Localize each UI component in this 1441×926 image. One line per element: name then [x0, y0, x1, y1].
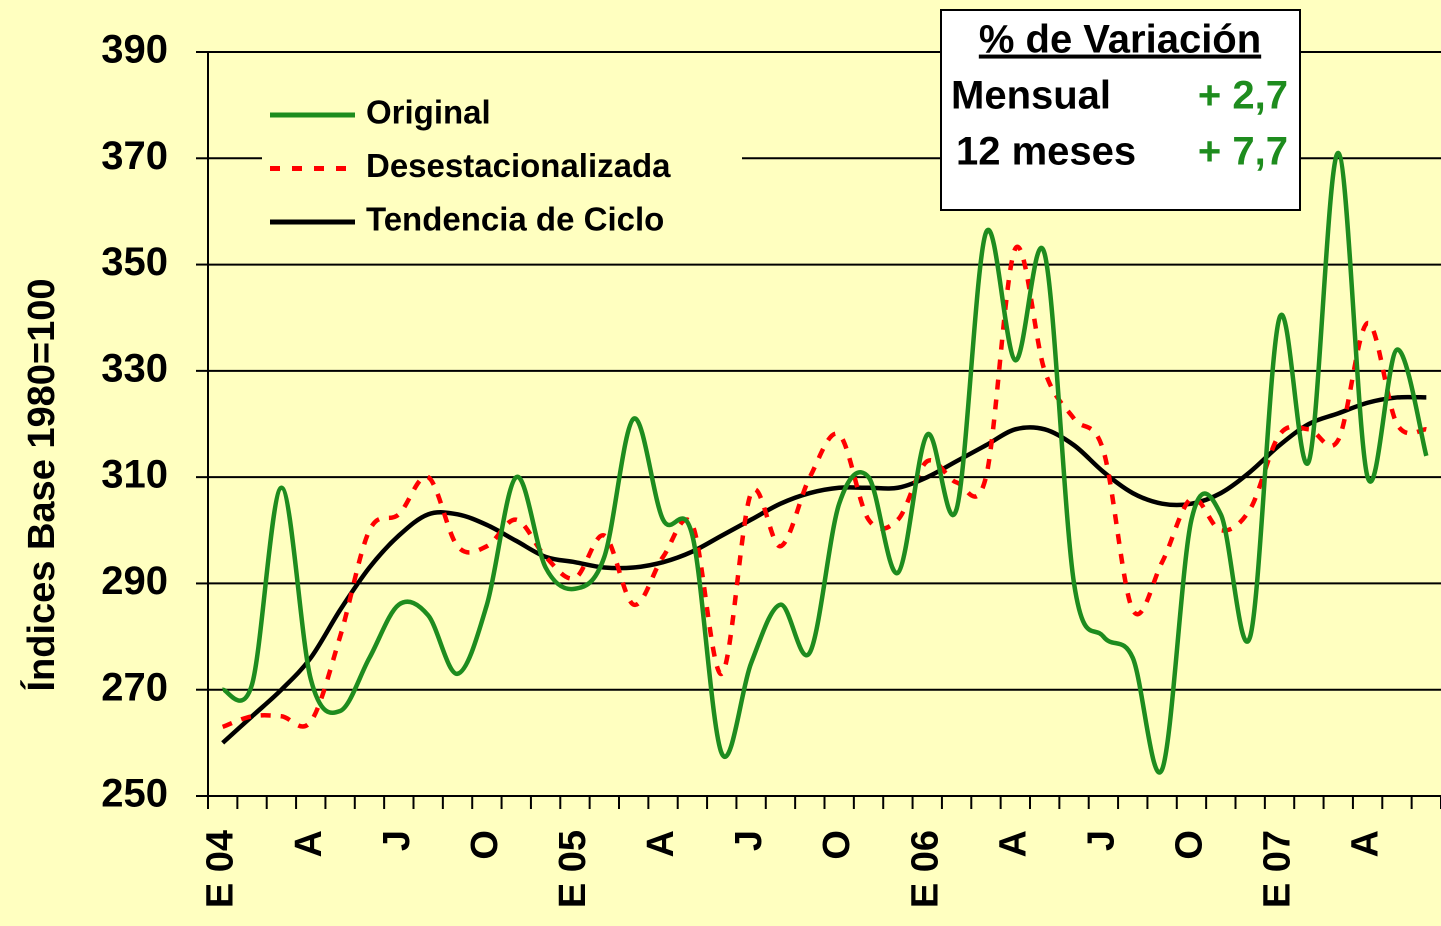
variation-title: % de Variación	[979, 18, 1261, 62]
legend-label: Original	[366, 94, 491, 131]
x-tick-label: A	[640, 830, 682, 857]
variation-box	[940, 9, 1301, 211]
y-tick-label: 370	[101, 134, 168, 178]
x-tick-label: J	[376, 830, 418, 851]
x-tick-label: A	[288, 830, 330, 857]
y-axis-label: Índices Base 1980=100	[19, 278, 63, 691]
variation-value: + 7,7	[1198, 130, 1288, 174]
y-tick-label: 250	[101, 772, 168, 816]
variation-value: + 2,7	[1198, 74, 1288, 118]
variation-label: Mensual	[951, 74, 1111, 118]
y-tick-label: 310	[101, 453, 168, 497]
y-tick-label: 290	[101, 559, 168, 603]
series-line	[221, 150, 1429, 775]
x-tick-label: A	[992, 830, 1034, 857]
x-tick-label: E 05	[552, 830, 594, 908]
x-tick-label: O	[816, 830, 858, 860]
x-tick-label: E 06	[904, 830, 946, 908]
x-tick-label: J	[728, 830, 770, 851]
variation-label: 12 meses	[956, 130, 1136, 174]
y-tick-label: 350	[101, 240, 168, 284]
x-tick-label: E 04	[200, 830, 242, 908]
series-line	[221, 394, 1427, 745]
x-tick-label: J	[1080, 830, 1122, 851]
x-tick-label: A	[1345, 830, 1387, 857]
legend-label: Tendencia de Ciclo	[366, 201, 664, 238]
y-tick-label: 330	[101, 346, 168, 390]
x-tick-label: O	[464, 830, 506, 860]
legend-label: Desestacionalizada	[366, 147, 671, 184]
x-tick-label: O	[1168, 830, 1210, 860]
y-tick-label: 390	[101, 28, 168, 72]
y-tick-label: 270	[101, 665, 168, 709]
x-tick-label: E 07	[1257, 830, 1299, 908]
